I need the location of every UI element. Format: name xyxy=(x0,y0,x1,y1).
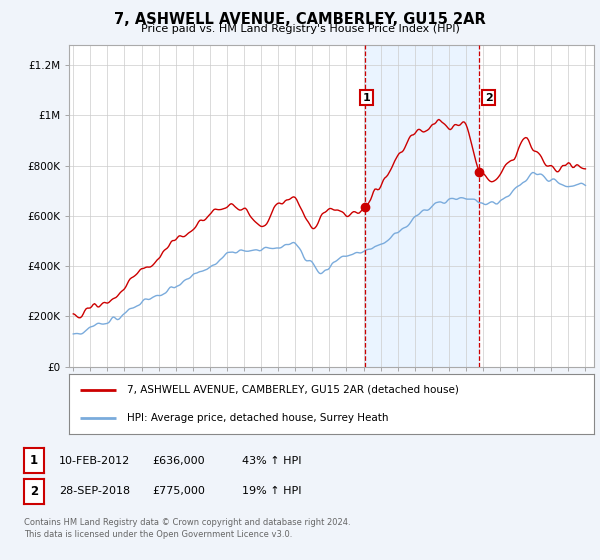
Text: £775,000: £775,000 xyxy=(152,487,205,496)
Text: Contains HM Land Registry data © Crown copyright and database right 2024.
This d: Contains HM Land Registry data © Crown c… xyxy=(24,518,350,539)
Text: 7, ASHWELL AVENUE, CAMBERLEY, GU15 2AR: 7, ASHWELL AVENUE, CAMBERLEY, GU15 2AR xyxy=(114,12,486,27)
Bar xyxy=(365,45,479,367)
Text: 7, ASHWELL AVENUE, CAMBERLEY, GU15 2AR (detached house): 7, ASHWELL AVENUE, CAMBERLEY, GU15 2AR (… xyxy=(127,385,458,395)
Text: 1: 1 xyxy=(30,454,38,467)
Text: £636,000: £636,000 xyxy=(152,456,205,465)
Text: 43% ↑ HPI: 43% ↑ HPI xyxy=(242,456,301,465)
Text: HPI: Average price, detached house, Surrey Heath: HPI: Average price, detached house, Surr… xyxy=(127,413,388,423)
Text: 2: 2 xyxy=(485,92,493,102)
Text: 19% ↑ HPI: 19% ↑ HPI xyxy=(242,487,301,496)
Text: 1: 1 xyxy=(362,92,370,102)
Text: 10-FEB-2012: 10-FEB-2012 xyxy=(59,456,130,465)
Text: 2: 2 xyxy=(30,485,38,498)
Text: 28-SEP-2018: 28-SEP-2018 xyxy=(59,487,130,496)
Text: Price paid vs. HM Land Registry's House Price Index (HPI): Price paid vs. HM Land Registry's House … xyxy=(140,24,460,34)
